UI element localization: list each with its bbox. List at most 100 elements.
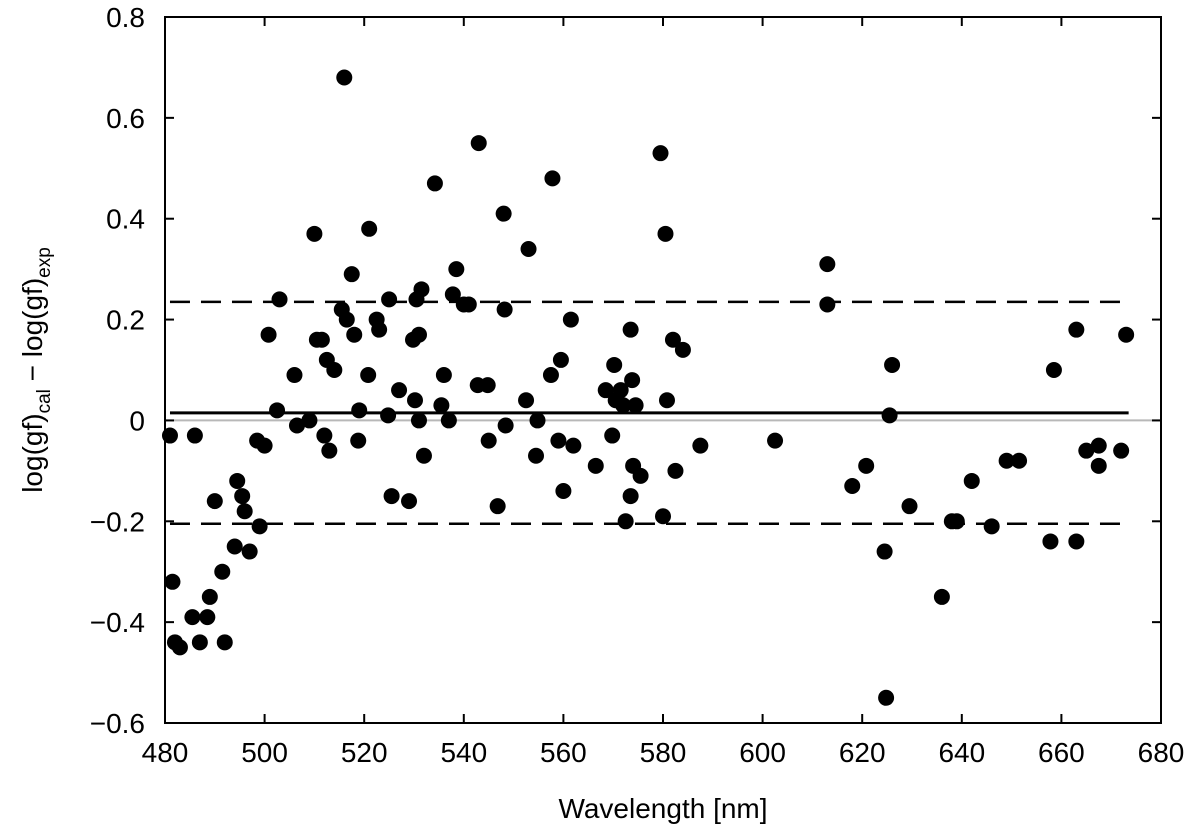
data-point	[963, 472, 980, 489]
y-tick-label: 0.2	[106, 305, 145, 336]
data-point	[338, 311, 355, 328]
y-tick-label: 0	[129, 405, 145, 436]
data-point	[858, 457, 875, 474]
data-point	[1042, 533, 1059, 550]
data-point	[692, 437, 709, 454]
data-point	[199, 609, 216, 626]
data-point	[251, 518, 268, 535]
data-point	[632, 467, 649, 484]
data-point	[562, 311, 579, 328]
data-point	[542, 367, 559, 384]
data-point	[361, 220, 378, 237]
data-point	[948, 513, 965, 530]
data-point	[1090, 457, 1107, 474]
data-point	[655, 508, 671, 525]
x-tick-label: 560	[540, 737, 587, 768]
data-point	[606, 356, 623, 373]
data-point	[234, 488, 251, 505]
x-axis-ticks: 480 500 520 540 560 580 600 620 640 660 680	[142, 17, 1185, 768]
data-point	[288, 417, 305, 434]
data-point	[657, 225, 674, 242]
data-point	[496, 301, 513, 318]
data-point	[164, 573, 181, 590]
data-point	[612, 382, 629, 399]
data-point	[767, 432, 784, 449]
data-point	[480, 432, 497, 449]
data-point	[406, 392, 423, 409]
data-point	[435, 367, 452, 384]
data-point	[878, 689, 895, 706]
data-point	[410, 326, 427, 343]
y-axis-title-mid: − log(gf)	[17, 278, 48, 389]
y-axis-title-sub-cal: cal	[34, 389, 55, 413]
data-point	[998, 452, 1015, 469]
data-point	[597, 382, 614, 399]
data-point	[658, 392, 675, 409]
data-point	[236, 503, 253, 520]
x-tick-label: 620	[839, 737, 886, 768]
data-point	[184, 609, 201, 626]
x-tick-label: 660	[1038, 737, 1085, 768]
data-point	[256, 437, 273, 454]
data-point	[260, 326, 277, 343]
y-axis-title-sub-exp: exp	[34, 247, 55, 278]
data-point	[819, 296, 836, 313]
data-point	[470, 135, 487, 152]
data-point	[171, 639, 188, 656]
data-point	[321, 442, 338, 459]
y-axis-title-base: log(gf)	[17, 413, 48, 492]
data-point	[1090, 437, 1107, 454]
data-point	[1068, 533, 1085, 550]
x-tick-label: 680	[1138, 737, 1185, 768]
x-tick-label: 520	[341, 737, 388, 768]
y-axis-title: log(gf)cal − log(gf)exp	[17, 247, 55, 493]
data-point	[627, 397, 644, 414]
data-point	[336, 69, 353, 86]
data-point	[819, 256, 836, 273]
data-point	[624, 372, 641, 389]
data-point	[1045, 362, 1062, 378]
x-tick-label: 500	[241, 737, 288, 768]
data-point	[426, 175, 443, 192]
data-point	[241, 543, 258, 560]
data-point	[191, 634, 208, 651]
x-tick-label: 540	[440, 737, 487, 768]
data-point	[448, 261, 465, 278]
data-point	[391, 382, 408, 399]
data-point	[271, 291, 288, 308]
data-point	[518, 392, 535, 409]
data-point	[313, 331, 330, 348]
data-point	[383, 488, 400, 505]
data-point	[410, 412, 427, 429]
data-point	[351, 402, 368, 419]
data-point	[528, 447, 545, 464]
data-point	[674, 341, 691, 358]
x-tick-label: 640	[938, 737, 985, 768]
y-tick-label: −0.6	[90, 708, 145, 739]
data-point	[301, 412, 318, 429]
data-point	[440, 412, 457, 429]
data-point	[186, 427, 203, 444]
data-point	[615, 397, 632, 414]
data-point	[652, 145, 669, 162]
y-tick-label: −0.4	[90, 607, 145, 638]
data-points	[161, 69, 1135, 706]
data-point	[622, 321, 639, 338]
y-tick-label: 0.4	[106, 204, 145, 235]
data-point	[214, 563, 231, 580]
data-point	[229, 472, 246, 489]
data-point	[544, 170, 561, 187]
data-point	[622, 488, 639, 505]
data-point	[460, 296, 477, 313]
plot-frame	[164, 16, 1162, 724]
y-axis-ticks: −0.6 −0.4 −0.2 0 0.2 0.4 0.6 0.8	[90, 2, 1161, 739]
data-point	[552, 351, 569, 368]
x-tick-label: 580	[640, 737, 687, 768]
data-point	[604, 427, 621, 444]
data-point	[343, 266, 360, 283]
data-point	[206, 493, 223, 510]
data-point	[884, 356, 901, 373]
data-point	[401, 493, 418, 510]
data-point	[667, 462, 684, 479]
x-tick-label: 600	[739, 737, 786, 768]
